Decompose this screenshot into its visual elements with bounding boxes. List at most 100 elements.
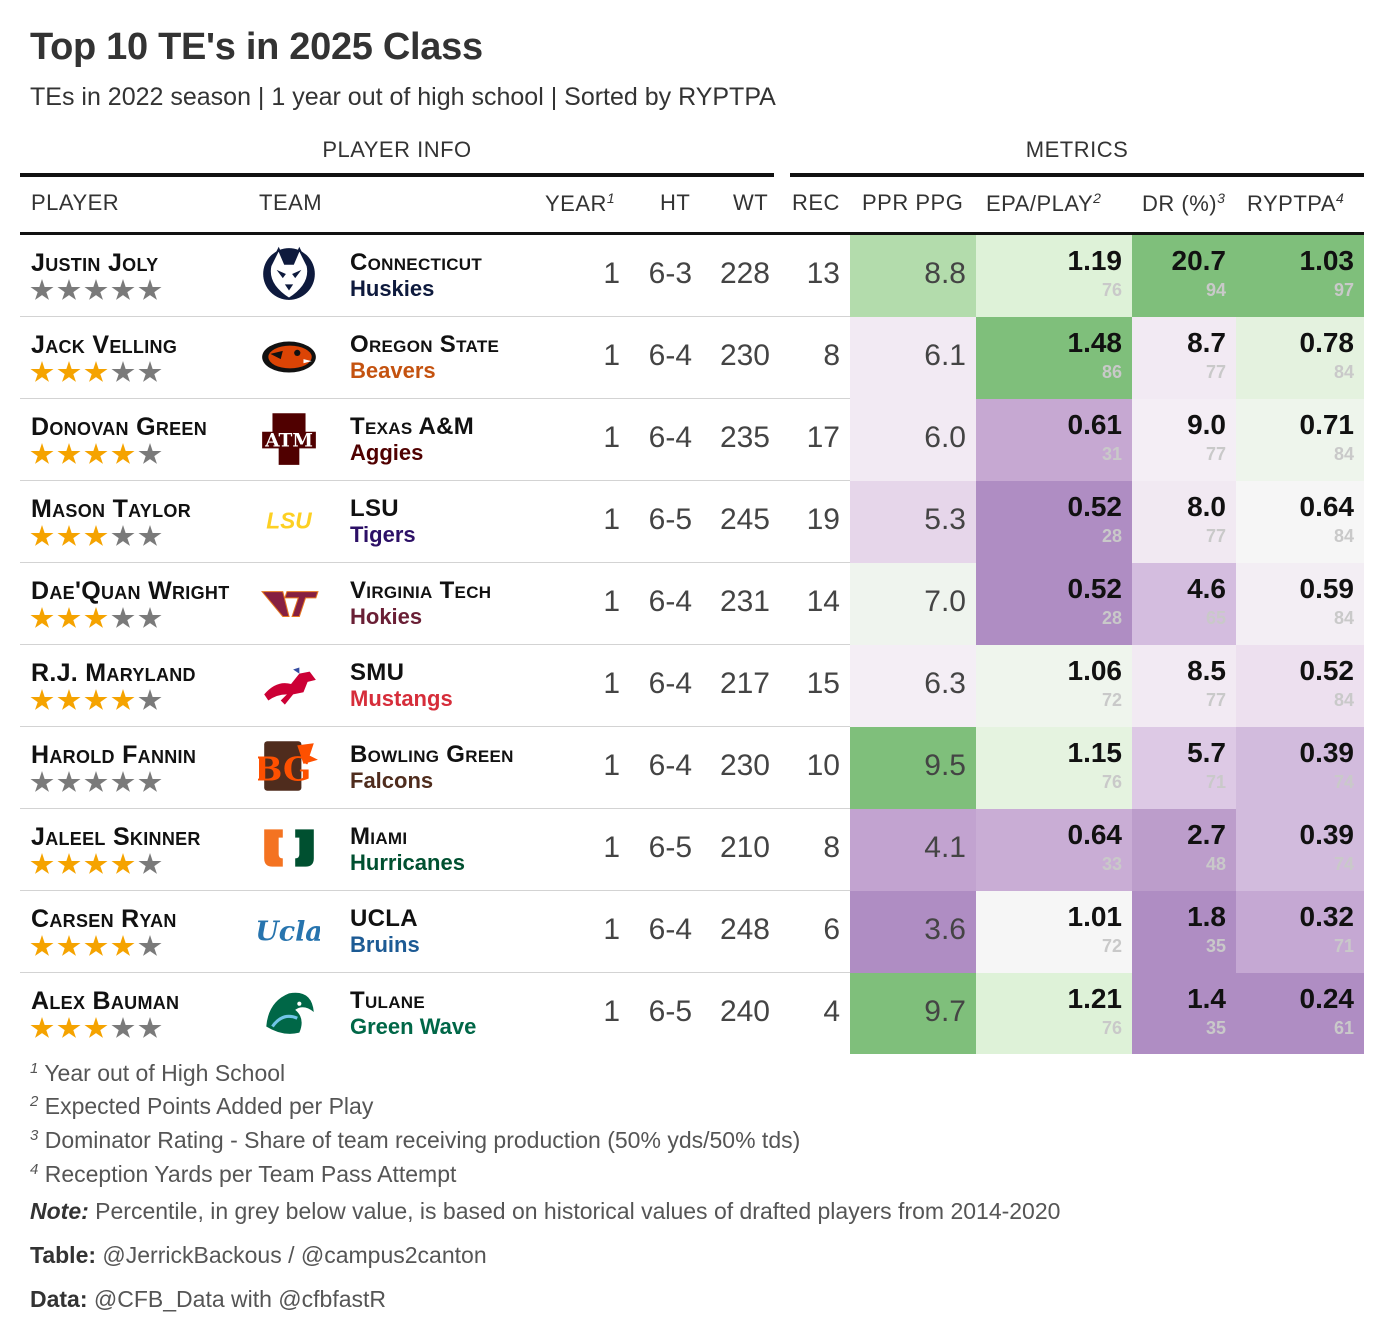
ppr-value: 5.3 [924, 503, 966, 536]
note-text: Percentile, in grey below value, is base… [95, 1198, 1061, 1224]
dr-value: 1.8 [1187, 901, 1226, 932]
height-value: 6-4 [648, 421, 692, 454]
dr-value: 1.4 [1187, 983, 1226, 1014]
epa-percentile: 72 [1101, 936, 1122, 956]
receptions-value: 8 [823, 831, 840, 864]
ppr-cell: 7.0 [850, 563, 976, 645]
col-header-dr-note: 3 [1217, 190, 1226, 206]
team-school: Texas A&M [350, 413, 475, 440]
height-value: 6-4 [648, 749, 692, 782]
star-rating [30, 1017, 162, 1040]
footnote-2: 2 Expected Points Added per Play [30, 1093, 373, 1120]
ryptpa-cell: 0.52 84 [1236, 645, 1364, 727]
team-school: Oregon State [350, 331, 500, 358]
ppr-cell: 5.3 [850, 481, 976, 563]
epa-percentile: 76 [1101, 280, 1122, 300]
weight-value: 230 [719, 749, 770, 782]
ryptpa-value: 0.78 [1299, 327, 1355, 358]
weight-value: 245 [719, 503, 770, 536]
footnote-1: 1 Year out of High School [30, 1060, 285, 1087]
year-value: 1 [603, 503, 620, 536]
ryptpa-cell: 1.03 97 [1236, 235, 1364, 317]
weight-value: 240 [719, 995, 770, 1028]
team-school: Bowling Green [350, 741, 514, 768]
star-rating [30, 443, 162, 466]
height-value: 6-5 [648, 503, 692, 536]
star-icon [111, 935, 135, 956]
star-icon [138, 361, 162, 382]
footnote-mark: 1 [30, 1060, 39, 1077]
epa-percentile: 86 [1101, 362, 1122, 382]
star-icon [84, 689, 108, 710]
ryptpa-cell: 0.78 84 [1236, 317, 1364, 399]
star-icon [111, 689, 135, 710]
credit-table-label: Table: [30, 1242, 97, 1268]
star-icon [84, 1017, 108, 1038]
ppr-cell: 9.7 [850, 973, 976, 1054]
ryptpa-cell: 0.71 84 [1236, 399, 1364, 481]
dr-cell: 8.7 77 [1132, 317, 1236, 399]
dr-cell: 1.8 35 [1132, 891, 1236, 973]
footnote-3: 3 Dominator Rating - Share of team recei… [30, 1127, 800, 1154]
ppr-cell: 3.6 [850, 891, 976, 973]
ryptpa-cell: 0.39 74 [1236, 809, 1364, 891]
spanner-player-info: PLAYER INFO [20, 137, 774, 177]
year-value: 1 [603, 421, 620, 454]
star-icon [30, 853, 54, 874]
height-value: 6-4 [648, 339, 692, 372]
team-school: Virginia Tech [350, 577, 492, 604]
star-rating [30, 935, 162, 958]
receptions-value: 13 [806, 257, 840, 290]
star-icon [138, 853, 162, 874]
star-rating [30, 607, 162, 630]
epa-percentile: 33 [1101, 854, 1122, 874]
year-value: 1 [603, 339, 620, 372]
team-mascot: Tigers [350, 522, 416, 547]
table-row: Dae'Quan Wright Virginia Tech Hokies 1 6-4 23… [20, 563, 1364, 645]
epa-value: 1.21 [1067, 983, 1123, 1014]
ryptpa-percentile: 84 [1333, 690, 1354, 710]
team-mascot: Green Wave [350, 1014, 477, 1039]
footnote-text: Expected Points Added per Play [44, 1093, 374, 1119]
year-value: 1 [603, 585, 620, 618]
table-row: Justin Joly Connecticut Huskies 1 6-3 228 13 8.… [20, 235, 1364, 317]
star-rating [30, 853, 162, 876]
epa-value: 1.01 [1067, 901, 1123, 932]
team-mascot: Mustangs [350, 686, 453, 711]
dr-cell: 1.4 35 [1132, 973, 1236, 1054]
star-icon [57, 525, 81, 546]
footnote-mark: 2 [30, 1093, 39, 1110]
ppr-cell: 6.3 [850, 645, 976, 727]
ryptpa-percentile: 84 [1333, 608, 1354, 628]
dr-cell: 2.7 48 [1132, 809, 1236, 891]
svg-text:ATM: ATM [264, 430, 313, 451]
star-icon [138, 771, 162, 792]
star-icon [138, 607, 162, 628]
svg-text:LSU: LSU [266, 507, 312, 533]
star-icon [57, 771, 81, 792]
epa-percentile: 28 [1101, 608, 1122, 628]
weight-value: 230 [719, 339, 770, 372]
star-icon [57, 935, 81, 956]
team-mascot: Huskies [350, 276, 435, 301]
epa-cell: 0.64 33 [976, 809, 1132, 891]
player-name: Justin Joly [31, 249, 159, 277]
team-school: Tulane [350, 987, 426, 1014]
ryptpa-value: 0.64 [1299, 491, 1355, 522]
team-mascot: Aggies [350, 440, 424, 465]
star-icon [84, 853, 108, 874]
ryptpa-cell: 0.24 61 [1236, 973, 1364, 1054]
table-row: Harold Fannin BG Bowling Green Falcons 1 6-4 2… [20, 727, 1364, 809]
dr-value: 5.7 [1187, 737, 1226, 768]
year-value: 1 [603, 995, 620, 1028]
ppr-cell: 4.1 [850, 809, 976, 891]
star-icon [84, 607, 108, 628]
star-icon [111, 771, 135, 792]
dr-cell: 8.0 77 [1132, 481, 1236, 563]
ryptpa-percentile: 71 [1333, 936, 1354, 956]
epa-cell: 1.48 86 [976, 317, 1132, 399]
star-icon [57, 279, 81, 300]
star-icon [138, 525, 162, 546]
star-rating [30, 279, 162, 302]
star-icon [138, 1017, 162, 1038]
